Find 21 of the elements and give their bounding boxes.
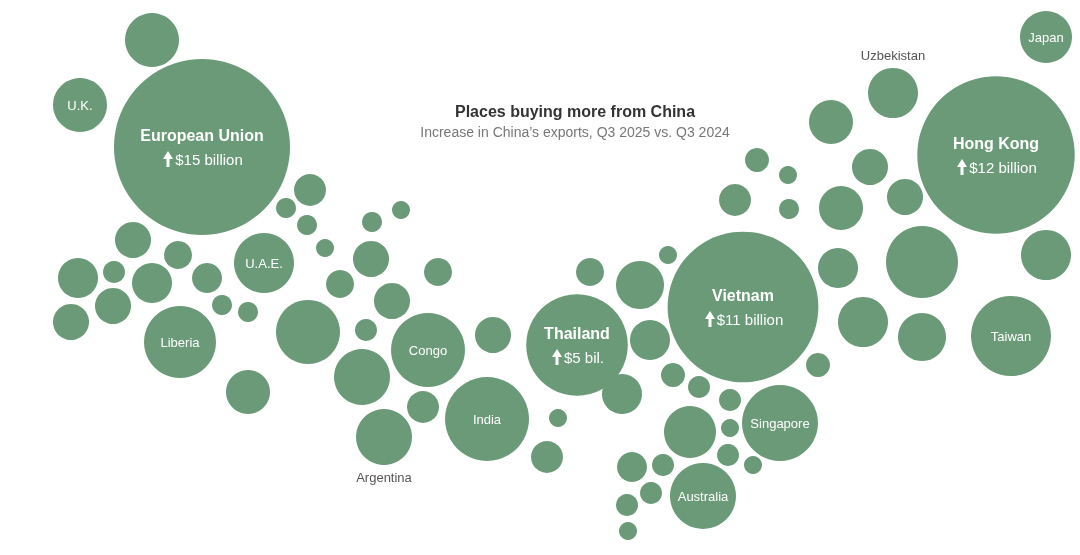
text: Places buying more from China	[454, 102, 696, 120]
category-label: Hong Kong	[952, 134, 1040, 152]
data-label: $15 billion	[175, 150, 243, 168]
category-label: Thailand	[544, 324, 610, 342]
category-label: Australia	[677, 488, 730, 504]
category-label: Taiwan	[990, 328, 1032, 344]
category-label: Vietnam	[712, 286, 774, 304]
category-label: Singapore	[750, 415, 810, 431]
category-label: European Union	[140, 126, 264, 144]
data-label: $11 billion	[716, 310, 784, 328]
category-label: India	[472, 411, 502, 427]
category-label: U.A.E.	[245, 255, 283, 271]
text: Increase in China’s exports, Q3 2025 vs. Q3 2024	[420, 124, 730, 140]
data-label: $12 billion	[969, 158, 1037, 176]
category-label: Liberia	[160, 334, 201, 350]
category-label: Japan	[1028, 29, 1064, 45]
category-label: Uzbekistan	[860, 48, 926, 63]
category-label: Congo	[408, 342, 448, 358]
category-label: U.K.	[67, 97, 93, 113]
category-label: Argentina	[356, 470, 413, 485]
data-label: $5 bil.	[563, 348, 605, 366]
